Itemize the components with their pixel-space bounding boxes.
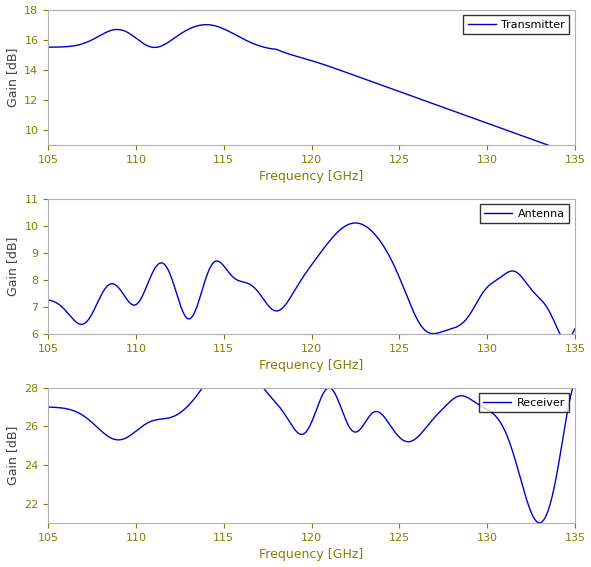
Legend: Receiver: Receiver — [479, 393, 569, 412]
Legend: Transmitter: Transmitter — [463, 15, 569, 34]
Legend: Antenna: Antenna — [480, 204, 569, 223]
Y-axis label: Gain [dB]: Gain [dB] — [6, 236, 19, 296]
Y-axis label: Gain [dB]: Gain [dB] — [5, 426, 18, 485]
X-axis label: Frequency [GHz]: Frequency [GHz] — [259, 171, 363, 184]
X-axis label: Frequency [GHz]: Frequency [GHz] — [259, 548, 363, 561]
X-axis label: Frequency [GHz]: Frequency [GHz] — [259, 359, 363, 373]
Y-axis label: Gain [dB]: Gain [dB] — [6, 48, 19, 107]
